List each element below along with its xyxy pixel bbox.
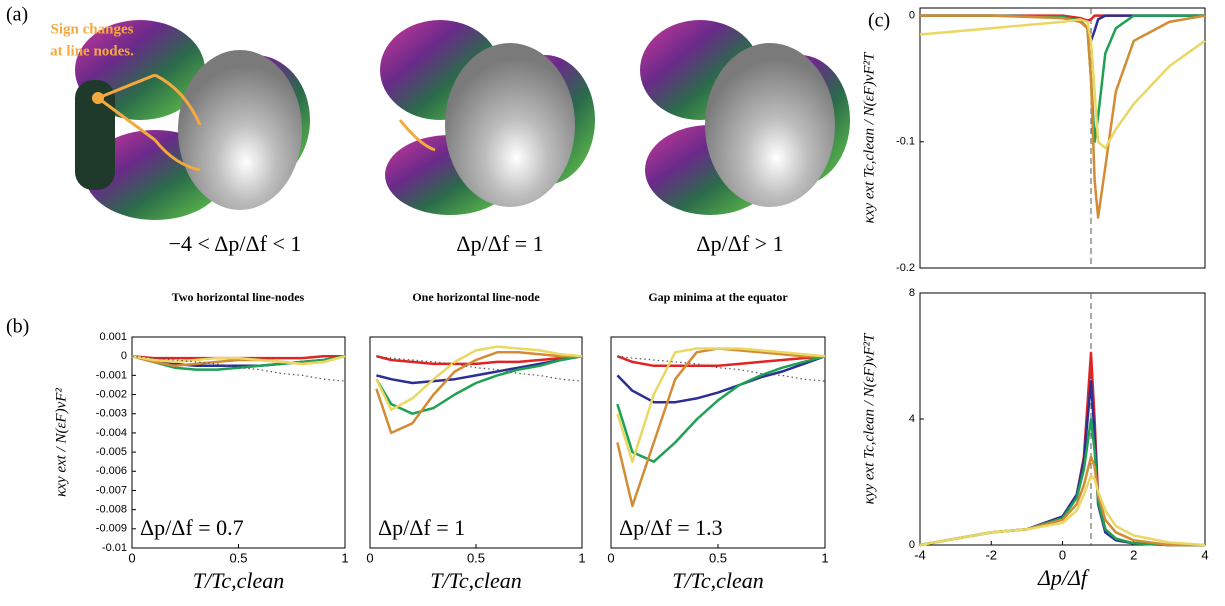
shape-label: −4 < Δp/Δf < 1 [169,231,302,256]
x-tick-label: 0.5 [709,550,727,565]
callout: at line nodes. [50,43,134,59]
series-line [920,19,1205,148]
x-tick-label: 4 [1201,547,1208,562]
x-tick-label: 0.5 [467,550,485,565]
x-axis-label: T/Tc,clean [430,568,521,593]
x-tick-label: -2 [985,547,997,562]
plot-frame [920,293,1205,545]
x-tick-label: 1 [578,550,585,565]
panel-label: (c) [868,10,890,32]
y-tick-label: -0.1 [896,136,915,148]
y-axis-label: κxy ext Tc,clean / N(εF)vF²T [861,51,877,223]
plot-frame [920,8,1205,268]
shape-caption: Two horizontal line-nodes [172,290,305,304]
annotation: Δp/Δf = 1.3 [619,515,723,540]
shape-2 [380,20,595,215]
y-tick-label: -0.009 [96,523,127,535]
x-tick-label: 0 [607,550,614,565]
x-tick-label: 1 [821,550,828,565]
series-line [920,16,1205,218]
y-tick-label: -0.2 [896,262,915,274]
x-axis-label: T/Tc,clean [672,568,763,593]
x-tick-label: 0 [366,550,373,565]
shape-label: Δp/Δf > 1 [696,231,783,256]
series-line [920,457,1205,545]
annotation: Δp/Δf = 1 [378,515,465,540]
panel-label: (b) [6,316,29,338]
x-tick-label: -4 [914,547,926,562]
shape-label: Δp/Δf = 1 [456,231,543,256]
x-tick-label: 0 [128,550,135,565]
y-tick-label: 4 [909,413,915,425]
figure: Sign changes at line nodes. (a) (b) (c) … [0,0,1225,606]
y-axis-label: κxy ext / N(εF)vF² [53,388,69,497]
x-tick-label: 0.5 [229,550,247,565]
x-tick-label: 2 [1130,547,1137,562]
y-tick-label: -0.004 [96,427,127,439]
y-tick-label: 0 [909,9,915,21]
series-line [920,476,1205,545]
series-line [617,356,825,402]
shape-3 [640,20,850,215]
y-tick-label: -0.007 [96,484,127,496]
y-tick-label: -0.008 [96,504,127,516]
annotation: Δp/Δf = 0.7 [140,515,244,540]
x-tick-label: 0 [1059,547,1066,562]
y-tick-label: -0.005 [96,446,127,458]
y-tick-label: 0.001 [99,331,127,343]
y-tick-label: -0.001 [96,369,127,381]
y-tick-label: -0.01 [102,542,127,554]
y-tick-label: 8 [909,287,915,299]
y-tick-label: 0 [121,350,127,362]
y-tick-label: -0.003 [96,408,127,420]
shape-caption: Gap minima at the equator [648,290,788,304]
callout: Sign changes [51,21,134,37]
panel-label: (a) [6,4,28,26]
series-line [920,16,1205,142]
x-axis-label: T/Tc,clean [193,568,284,593]
series-line [920,419,1205,545]
y-tick-label: -0.006 [96,465,127,477]
x-axis-label: Δp/Δf [1037,565,1090,590]
series-line [920,16,1205,41]
series-line [617,349,825,506]
x-tick-label: 1 [341,550,348,565]
y-tick-label: -0.002 [96,388,127,400]
y-axis-label: κyy ext Tc,clean / N(εF)vF²T [861,332,877,504]
shape-caption: One horizontal line-node [412,290,540,304]
